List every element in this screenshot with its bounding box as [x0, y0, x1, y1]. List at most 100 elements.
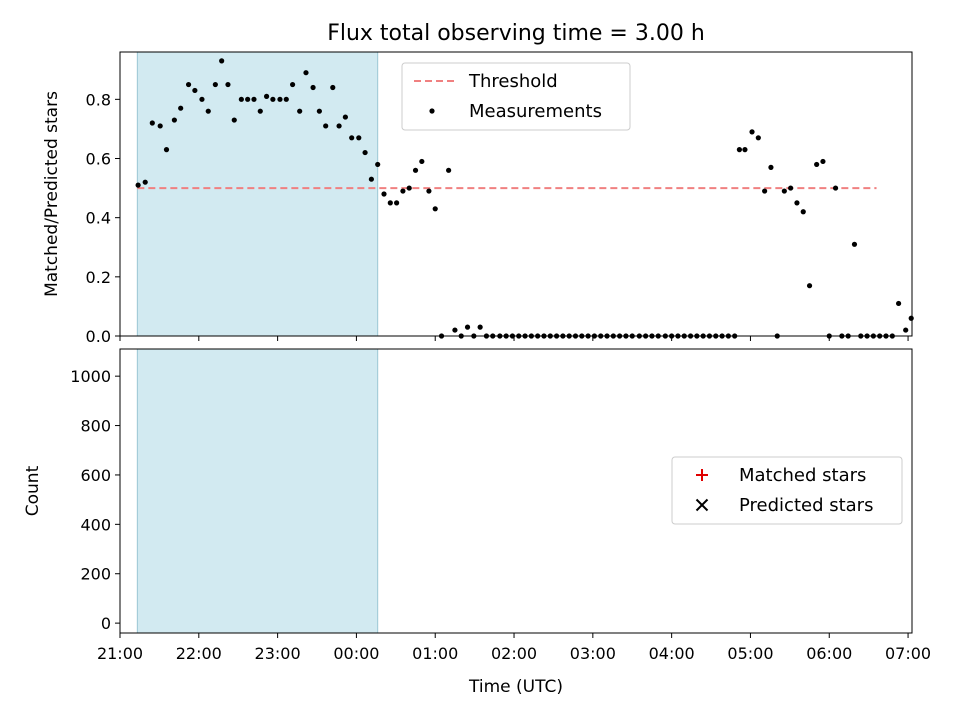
measurement-point	[806, 283, 813, 289]
measurement-point	[368, 176, 374, 182]
x-tick-label: 07:00	[885, 644, 931, 663]
y-tick-label: 200	[80, 565, 111, 584]
legend-threshold-label: Threshold	[468, 71, 558, 92]
x-tick-label: 22:00	[176, 644, 222, 663]
legend-x-marker	[695, 498, 709, 512]
measurement-point	[270, 96, 276, 102]
measurement-point	[736, 147, 743, 153]
x-tick-label: 21:00	[97, 644, 143, 663]
observing-window-shade	[136, 51, 379, 337]
top-axes-frame	[119, 51, 913, 337]
legend-measurements-label: Measurements	[469, 101, 602, 122]
observing-window-shade-bottom	[136, 348, 379, 634]
measurement-point	[263, 93, 270, 99]
measurement-point	[381, 191, 387, 197]
measurement-point	[903, 327, 909, 333]
measurement-point	[908, 315, 914, 321]
y-tick-label: 1000	[70, 367, 111, 386]
measurement-point	[426, 188, 432, 194]
measurement-point	[814, 161, 820, 168]
measurement-point	[452, 327, 458, 333]
x-axis-label: Time (UTC)	[468, 677, 563, 697]
measurement-point	[297, 108, 303, 114]
measurement-point	[245, 96, 251, 102]
measurement-point	[192, 87, 198, 94]
measurement-point	[289, 81, 296, 88]
measurement-point	[310, 84, 316, 91]
y-tick-label: 400	[80, 515, 111, 534]
measurement-point	[394, 200, 400, 206]
measurement-point	[277, 96, 283, 102]
top-y-axis-label: Matched/Predicted stars	[42, 91, 62, 297]
y-tick-label: 800	[80, 417, 111, 436]
y-tick-label: 0.4	[86, 209, 111, 228]
y-tick-label: 0.8	[86, 90, 111, 109]
measurement-point	[199, 96, 205, 102]
measurement-point	[419, 158, 425, 165]
bottom-legend: Matched stars Predicted stars	[671, 456, 903, 525]
measurement-point	[406, 185, 412, 191]
measurement-point	[238, 96, 244, 102]
x-tick-label: 02:00	[491, 644, 537, 663]
x-tick-label: 00:00	[333, 644, 379, 663]
x-marker-b	[695, 498, 709, 512]
measurement-point	[432, 206, 438, 212]
measurement-point	[171, 117, 177, 123]
measurement-point	[387, 200, 393, 206]
measurement-point	[342, 114, 348, 120]
x-tick-label: 06:00	[806, 644, 852, 663]
measurement-point	[178, 105, 184, 111]
measurement-point	[283, 96, 289, 102]
legend-plus-marker	[696, 469, 708, 481]
y-tick-label: 0	[101, 614, 111, 633]
x-tick-label: 23:00	[255, 644, 301, 663]
measurement-point	[477, 324, 483, 330]
measurement-point	[375, 161, 381, 168]
measurement-point	[749, 129, 755, 135]
measurement-point	[768, 164, 774, 170]
measurement-point	[762, 188, 768, 194]
measurement-point	[788, 185, 794, 191]
legend-predicted-label: Predicted stars	[739, 495, 873, 516]
measurement-point	[336, 123, 342, 129]
bottom-x-axis-ticks: 21:00 22:00 23:00 00:00 01:00 02:00 03:00 04:00…	[97, 633, 931, 663]
y-tick-label: 0.2	[86, 268, 111, 287]
measurement-point	[742, 147, 748, 153]
measurement-point	[800, 209, 806, 215]
bottom-legend-box	[671, 456, 903, 525]
legend-measurements-swatch	[429, 108, 435, 114]
measurement-point	[257, 108, 263, 114]
measurement-point	[212, 81, 218, 88]
measurement-point	[794, 200, 800, 206]
measurement-point	[464, 324, 471, 330]
chart-title: Flux total observing time = 3.00 h	[327, 21, 705, 46]
measurement-point	[157, 123, 163, 129]
bottom-y-axis-label: Count	[23, 465, 43, 516]
legend-matched-label: Matched stars	[739, 465, 866, 486]
y-tick-label: 0.0	[86, 327, 111, 346]
measurement-point	[205, 108, 211, 114]
measurement-point	[142, 179, 148, 185]
measurement-point	[251, 96, 257, 102]
measurement-point	[820, 158, 826, 165]
measurement-point	[225, 81, 231, 88]
measurement-point	[851, 241, 858, 247]
measurement-point	[755, 135, 761, 141]
y-tick-label: 0.6	[86, 150, 111, 169]
top-legend-box	[401, 62, 631, 131]
measurement-point	[316, 108, 322, 114]
measurement-point	[412, 167, 419, 173]
top-legend: Threshold Measurements	[401, 62, 631, 131]
x-tick-label: 05:00	[727, 644, 773, 663]
top-x-axis-ticks	[119, 336, 909, 341]
measurement-point	[330, 84, 336, 91]
x-tick-label: 01:00	[412, 644, 458, 663]
legend-matched-swatch	[696, 469, 708, 481]
measurement-point	[832, 185, 839, 191]
measurement-point	[219, 58, 225, 64]
y-tick-label: 600	[80, 466, 111, 485]
x-tick-label: 04:00	[649, 644, 695, 663]
measurement-point	[185, 81, 192, 88]
legend-predicted-swatch	[695, 498, 709, 512]
